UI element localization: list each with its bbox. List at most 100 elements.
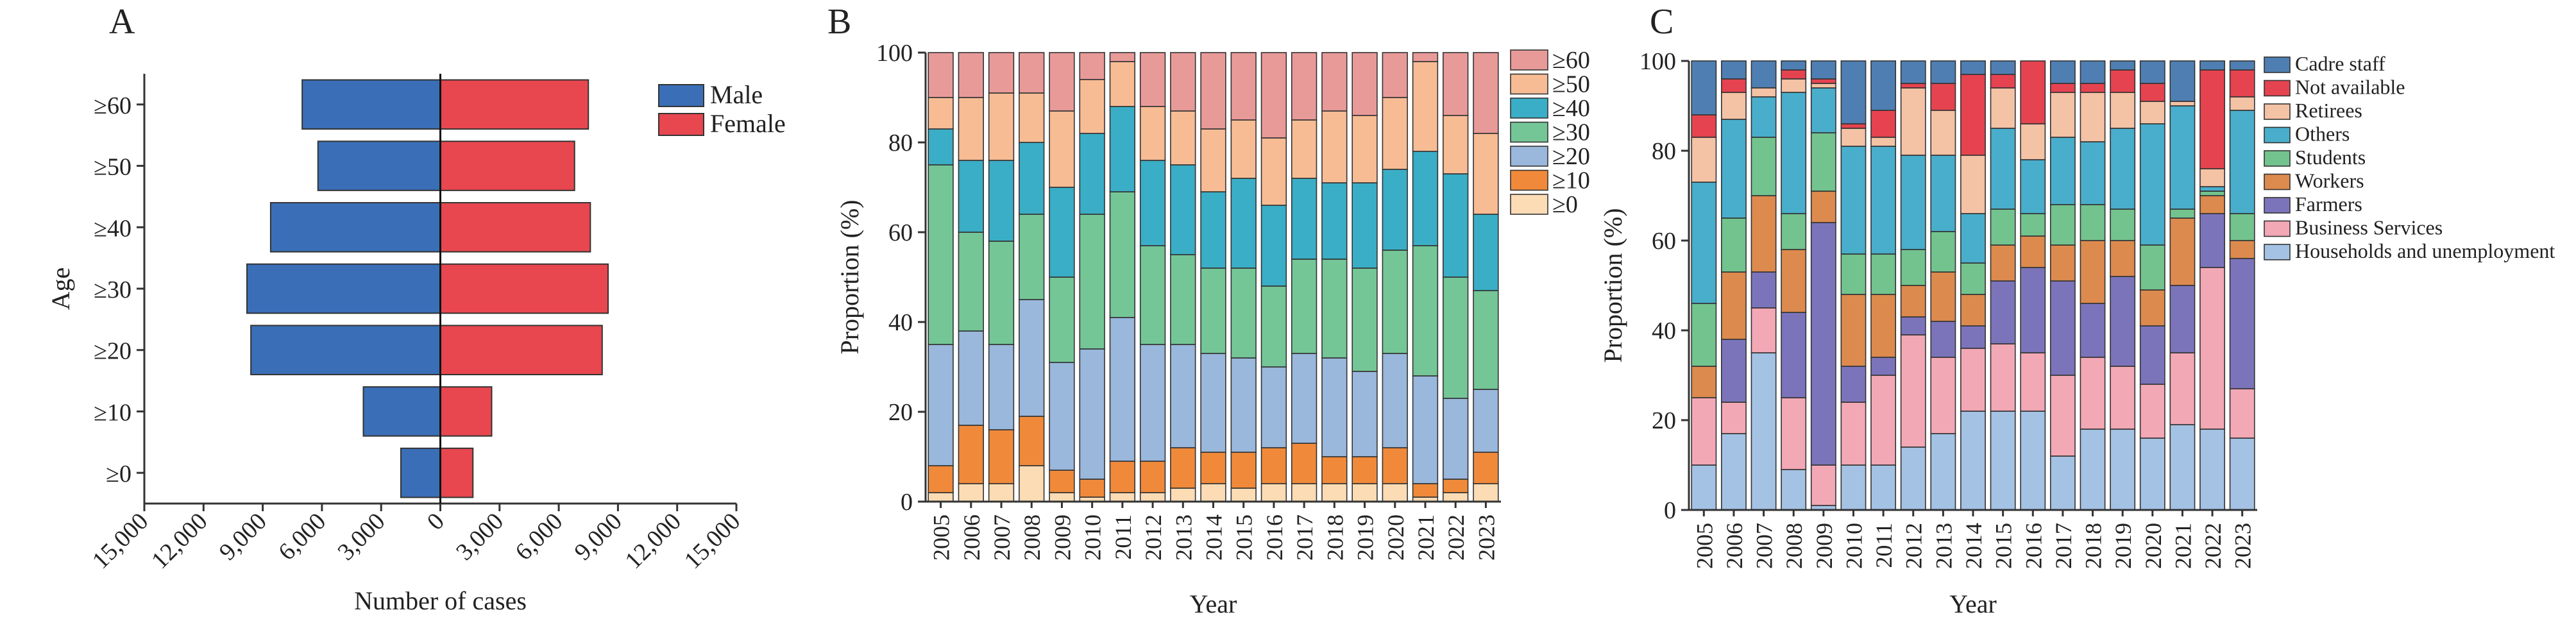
stack-segment [988, 92, 1015, 161]
year-tick-label: 2020 [2140, 523, 2166, 569]
stack-segment [1291, 483, 1318, 502]
x-tick-label: 3,000 [332, 508, 390, 566]
legend-female-swatch [658, 113, 704, 136]
year-tick-label: 2017 [1292, 514, 1318, 561]
legend-label: Not available [2295, 76, 2405, 99]
stack-segment [2080, 83, 2106, 93]
y-tick-label: 0 [1664, 497, 1676, 524]
stack-segment [1781, 78, 1807, 93]
stack-segment [1109, 61, 1136, 107]
stack-segment [1230, 357, 1257, 453]
y-tick-label: 80 [888, 130, 913, 157]
stack-segment [1810, 78, 1836, 84]
stack-segment [1019, 299, 1045, 417]
stack-segment [1840, 253, 1867, 295]
stack-segment [1473, 389, 1499, 453]
stack-segment [2169, 101, 2196, 106]
stack-segment [1443, 398, 1469, 480]
stack-segment [2020, 411, 2046, 511]
stack-segment [1382, 97, 1408, 170]
stack-segment [1079, 52, 1105, 80]
stack-segment [2199, 69, 2225, 169]
stack-segment [1691, 137, 1717, 183]
stack-segment [1230, 267, 1257, 359]
stack-segment [1352, 115, 1378, 183]
legend-label: Workers [2295, 169, 2364, 192]
stack-segment [1291, 443, 1318, 484]
stack-segment [1750, 60, 1777, 89]
stack-segment [1900, 87, 1926, 156]
stack-segment [2020, 352, 2046, 412]
legend-label: Cadre staff [2295, 52, 2385, 75]
stack-segment [1260, 205, 1287, 287]
female-bar [439, 79, 589, 130]
stack-segment [958, 425, 984, 484]
stack-segment [1109, 461, 1136, 493]
stack-segment [1473, 133, 1499, 215]
stack-segment [1840, 60, 1867, 124]
stack-segment [1750, 87, 1777, 98]
stack-segment [958, 160, 984, 233]
stack-segment [1200, 191, 1226, 269]
stack-segment [2080, 141, 2106, 205]
stack-segment [1230, 119, 1257, 179]
stack-segment [1810, 191, 1836, 223]
stack-segment [1473, 452, 1499, 484]
stack-segment [928, 97, 954, 130]
panel-a-letter: A [109, 2, 135, 42]
stack-segment [1781, 60, 1807, 71]
stack-segment [1990, 87, 2016, 129]
x-tick-label: 12,000 [620, 508, 686, 575]
stack-segment [1960, 262, 1986, 295]
stack-segment [928, 164, 954, 345]
legend-swatch [2264, 150, 2291, 167]
stack-segment [1139, 344, 1166, 462]
stack-segment [1291, 119, 1318, 179]
stack-segment [2169, 352, 2196, 425]
year-tick-label: 2008 [1019, 514, 1045, 561]
year-tick-label: 2009 [1811, 523, 1837, 569]
stack-segment [1139, 492, 1166, 502]
stack-segment [1412, 61, 1439, 152]
stack-segment [1691, 397, 1717, 466]
year-tick-label: 2021 [1413, 514, 1439, 561]
stack-segment [1721, 92, 1747, 120]
y-axis-title: Age [46, 267, 75, 310]
stack-segment [1900, 446, 1926, 511]
stack-segment [2169, 208, 2196, 219]
stack-segment [2080, 303, 2106, 358]
legend-swatch [2264, 244, 2291, 260]
stack-segment [1721, 402, 1747, 434]
stack-segment [1109, 317, 1136, 462]
female-bar [439, 325, 603, 375]
stack-segment [1691, 303, 1717, 367]
y-axis-title: Proportion (%) [1598, 208, 1627, 362]
stack-segment [2139, 60, 2165, 84]
legend-label: ≥20 [1552, 143, 1590, 170]
male-bar [400, 447, 441, 498]
year-tick-label: 2014 [1961, 523, 1987, 569]
stack-segment [2169, 60, 2196, 102]
stack-segment [1230, 452, 1257, 489]
age-category-label: ≥30 [94, 276, 131, 303]
stack-segment [2020, 267, 2046, 353]
legend-swatch [2264, 197, 2291, 214]
stack-segment [2229, 110, 2255, 214]
stack-segment [928, 344, 954, 466]
stack-segment [1960, 74, 1986, 156]
stack-segment [1170, 52, 1196, 112]
legend-swatch [1510, 121, 1548, 143]
year-tick-label: 2019 [2110, 523, 2136, 569]
year-tick-label: 2016 [2021, 523, 2046, 569]
stack-segment [1019, 214, 1045, 300]
x-tick-label: 3,000 [451, 508, 509, 566]
stack-segment [2110, 69, 2136, 93]
year-tick-label: 2006 [1722, 523, 1747, 569]
legend-label: Business Services [2295, 216, 2443, 239]
stack-segment [1139, 160, 1166, 246]
stack-segment [1170, 344, 1196, 448]
legend-swatch [1510, 146, 1548, 167]
stack-segment [2080, 204, 2106, 241]
stack-segment [1230, 52, 1257, 121]
legend-swatch [1510, 73, 1548, 95]
